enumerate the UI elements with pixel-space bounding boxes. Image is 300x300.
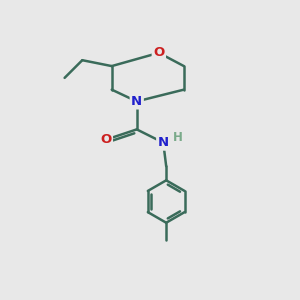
Text: H: H [173, 131, 183, 144]
Text: N: N [131, 95, 142, 108]
Text: N: N [158, 136, 169, 149]
Text: O: O [153, 46, 164, 59]
Text: O: O [100, 133, 112, 146]
